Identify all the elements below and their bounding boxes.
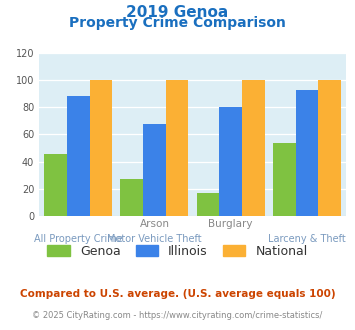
Bar — [143, 124, 166, 216]
Text: 2019 Genoa: 2019 Genoa — [126, 5, 229, 20]
Legend: Genoa, Illinois, National: Genoa, Illinois, National — [48, 245, 307, 258]
Text: Burglary: Burglary — [208, 219, 253, 229]
Bar — [197, 193, 219, 216]
Bar — [219, 107, 242, 216]
Bar — [242, 80, 265, 216]
Bar — [89, 80, 112, 216]
Bar — [120, 180, 143, 216]
Text: Property Crime Comparison: Property Crime Comparison — [69, 16, 286, 30]
Text: Arson: Arson — [140, 219, 169, 229]
Bar — [44, 153, 67, 216]
Bar — [273, 143, 296, 216]
Bar — [318, 80, 341, 216]
Text: Larceny & Theft: Larceny & Theft — [268, 234, 346, 244]
Text: Motor Vehicle Theft: Motor Vehicle Theft — [107, 234, 202, 244]
Text: © 2025 CityRating.com - https://www.cityrating.com/crime-statistics/: © 2025 CityRating.com - https://www.city… — [32, 311, 323, 320]
Bar — [67, 96, 89, 216]
Bar — [296, 89, 318, 216]
Text: All Property Crime: All Property Crime — [34, 234, 122, 244]
Bar — [166, 80, 189, 216]
Text: Compared to U.S. average. (U.S. average equals 100): Compared to U.S. average. (U.S. average … — [20, 289, 335, 299]
